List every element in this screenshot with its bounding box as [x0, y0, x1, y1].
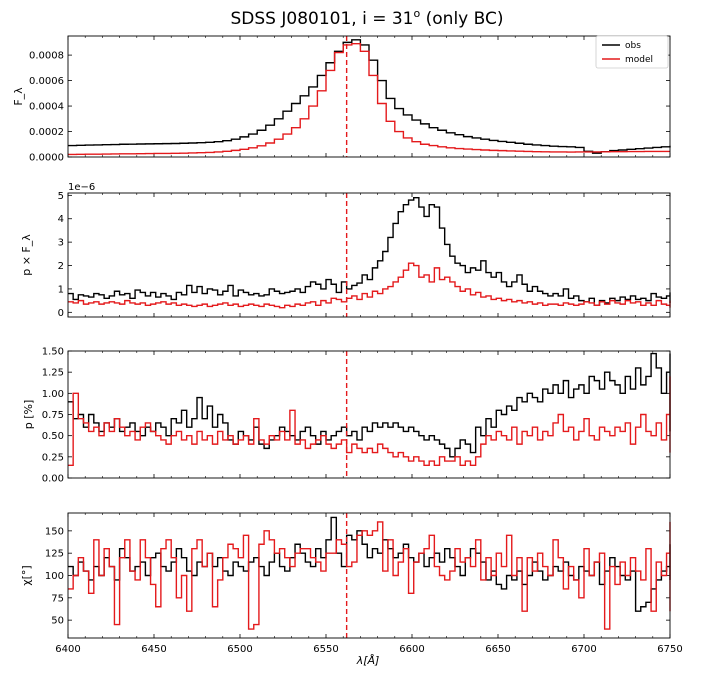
- y-tick-label: 0.00: [42, 474, 64, 485]
- y-tick-label: 0: [58, 308, 64, 319]
- y-tick-label: 0.75: [42, 410, 64, 421]
- y-tick-label: 125: [45, 549, 64, 560]
- x-tick-label: 6650: [485, 644, 510, 655]
- title-suffix: (only BC): [420, 9, 503, 29]
- legend: obs model: [595, 35, 669, 69]
- x-tick-label: 6600: [399, 644, 424, 655]
- series-model: [68, 376, 671, 466]
- axes-frame: [67, 35, 671, 158]
- y-tick-label: 4: [58, 214, 64, 225]
- y-axis-label: p × F_λ: [20, 234, 33, 276]
- y-tick-label: 0.0004: [29, 102, 64, 113]
- legend-label-obs: obs: [625, 41, 641, 51]
- y-axis-label: F_λ: [12, 87, 25, 106]
- y-tick-label: 75: [51, 593, 64, 604]
- x-tick-label: 6400: [55, 644, 80, 655]
- y-tick-label: 1.25: [42, 368, 64, 379]
- axes-frame: [67, 512, 671, 639]
- y-tick-label: 1: [58, 284, 64, 295]
- panel-polarization-angle: 6400 6450 6500 6550 6600 6650 6700 6750 50 75 100 1…: [20, 512, 683, 655]
- series-model: [68, 42, 670, 156]
- y-tick-label: 5: [58, 191, 64, 202]
- legend-label-model: model: [625, 55, 653, 65]
- panel-polarized-flux: 0 1 2 3 4 5 p × F_λ 1e−6: [20, 182, 671, 319]
- y-tick-label: 1.50: [42, 347, 64, 358]
- x-tick-label: 6450: [141, 644, 166, 655]
- y-tick-label: 0.25: [42, 452, 64, 463]
- series-obs: [68, 352, 671, 458]
- y-tick-label: 1.00: [42, 389, 64, 400]
- chart-title: SDSS J080101, i = 31o (only BC): [231, 7, 504, 29]
- axes-frame: [67, 192, 671, 318]
- y-offset-label: 1e−6: [68, 182, 95, 193]
- series-obs: [68, 196, 671, 306]
- x-tick-label: 6550: [313, 644, 338, 655]
- series-obs: [68, 39, 671, 154]
- y-tick-label: 2: [58, 261, 64, 272]
- series-model: [68, 262, 671, 309]
- title-superscript: o: [414, 7, 421, 20]
- y-tick-label: 0.0002: [29, 127, 64, 138]
- x-tick-label: 6750: [657, 644, 682, 655]
- title-main: SDSS J080101, i = 31: [231, 9, 414, 29]
- x-axis-label: λ[Å]: [356, 654, 380, 667]
- y-axis-label: χ[°]: [20, 565, 33, 585]
- panel-flux: 0.0000 0.0002 0.0004 0.0006 0.0008 F_λ: [12, 35, 671, 164]
- legend-box: [595, 35, 669, 69]
- y-tick-label: 0.0008: [29, 51, 64, 62]
- series-model: [68, 521, 671, 630]
- y-tick-label: 0.0000: [29, 153, 64, 164]
- y-tick-label: 100: [45, 571, 64, 582]
- x-tick-label: 6500: [227, 644, 252, 655]
- y-tick-label: 3: [58, 238, 64, 249]
- y-tick-label: 0.0006: [29, 76, 64, 87]
- y-tick-label: 0.50: [42, 431, 64, 442]
- series-obs: [68, 516, 671, 612]
- y-tick-label: 50: [51, 616, 64, 627]
- axes-frame: [67, 350, 671, 479]
- panel-polarization-degree: 0.00 0.25 0.50 0.75 1.00 1.25 1.50 p [%]: [22, 347, 671, 485]
- y-axis-label: p [%]: [22, 400, 35, 430]
- x-tick-label: 6700: [571, 644, 596, 655]
- y-tick-label: 150: [45, 526, 64, 537]
